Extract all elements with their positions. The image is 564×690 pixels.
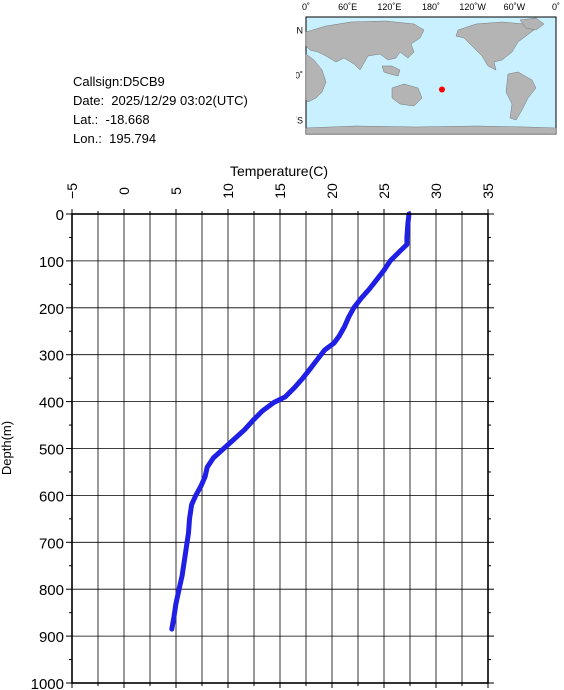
station-info: Callsign:D5CB9 Date: 2025/12/29 03:02(UT… <box>73 72 248 148</box>
callsign-text: Callsign:D5CB9 <box>73 74 165 89</box>
x-axis-label: Temperature(C) <box>230 163 328 179</box>
map-lon-label: 0˚ <box>552 2 560 12</box>
y-tick-label: 1000 <box>31 676 64 690</box>
lat-text: Lat.: -18.668 <box>73 112 150 127</box>
x-tick-label: 0 <box>116 187 132 195</box>
temperature-profile-line <box>169 211 412 632</box>
y-tick-label: 500 <box>39 442 64 459</box>
map-lon-label: 60˚E <box>338 2 357 12</box>
map-land <box>305 17 557 135</box>
y-tick-label: 700 <box>39 535 64 552</box>
x-tick-label: 5 <box>168 187 184 195</box>
plot-frame <box>71 213 489 684</box>
map-lat-label: 0˚ <box>296 71 303 81</box>
station-marker <box>438 86 445 93</box>
y-tick-label: 200 <box>39 301 64 318</box>
lon-text: Lon.: 195.794 <box>73 131 157 146</box>
x-tick-label: −5 <box>64 183 80 199</box>
y-tick-label: 900 <box>39 629 64 646</box>
y-axis-label: Depth(m) <box>0 421 14 475</box>
y-tick-label: 800 <box>39 582 64 599</box>
y-tick-label: 100 <box>39 254 64 271</box>
x-tick-label: 25 <box>376 183 392 199</box>
x-tick-label: 20 <box>324 183 340 199</box>
y-tick-label: 300 <box>39 348 64 365</box>
map-lon-label: 60˚W <box>504 2 526 12</box>
x-tick-label: 35 <box>480 183 496 199</box>
date-text: Date: 2025/12/29 03:02(UTC) <box>73 93 248 108</box>
y-tick-label: 0 <box>56 207 64 224</box>
map-lon-label: 120˚W <box>459 2 486 12</box>
x-tick-label: 15 <box>272 183 288 199</box>
map-lon-label: 120˚E <box>377 2 401 12</box>
x-tick-label: 30 <box>428 183 444 199</box>
y-tick-label: 600 <box>39 488 64 505</box>
map-lon-label: 180˚ <box>422 2 440 12</box>
map-lon-label: 0˚ <box>302 2 310 12</box>
y-tick-label: 400 <box>39 395 64 412</box>
x-tick-label: 10 <box>220 183 236 199</box>
